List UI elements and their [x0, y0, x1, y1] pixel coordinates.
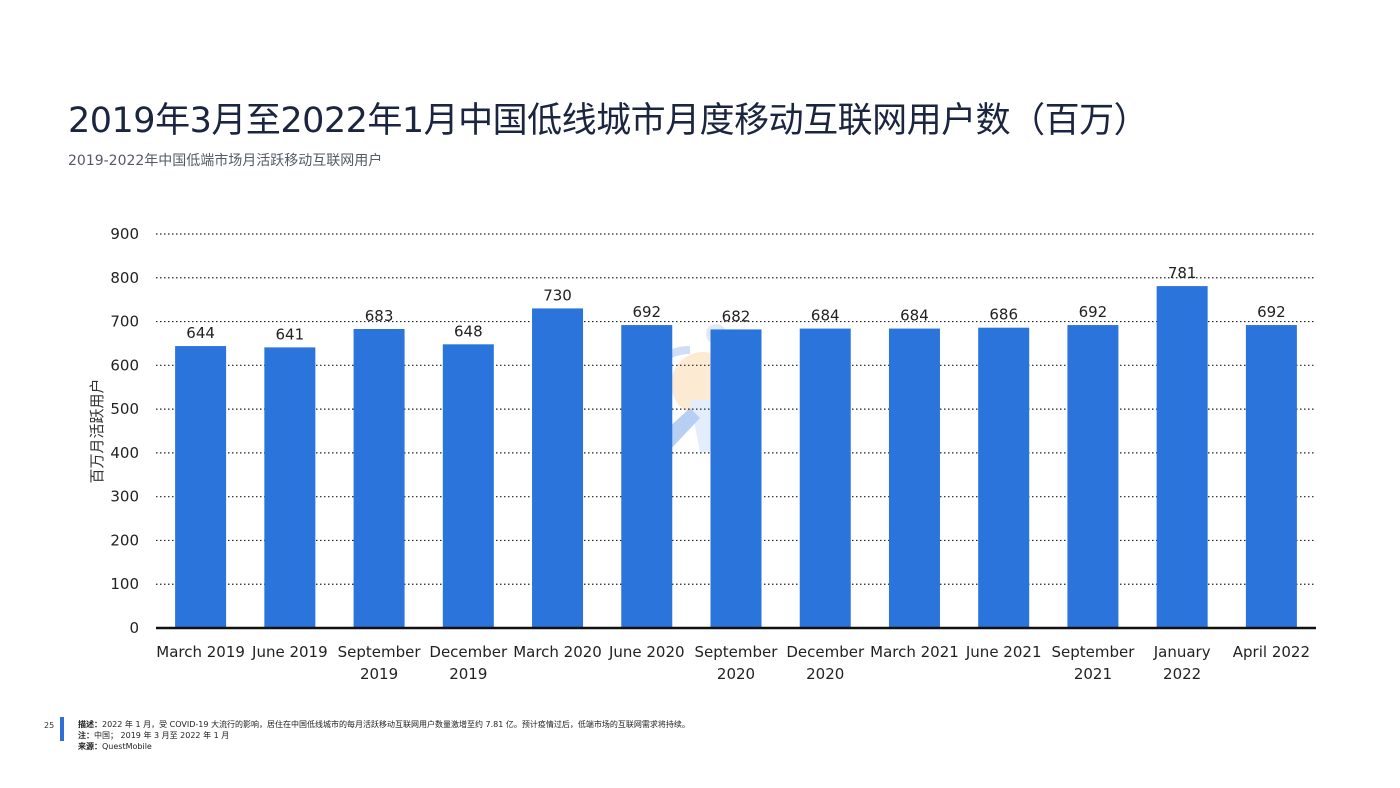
y-tick-label: 0: [129, 619, 139, 637]
bar: [1067, 325, 1119, 628]
bar: [264, 347, 316, 628]
x-tick-label: 2021: [1074, 665, 1112, 683]
x-tick-label: June 2021: [965, 643, 1042, 661]
x-tick-label: March 2019: [156, 643, 245, 661]
note-text: 中国； 2019 年 3 月至 2022 年 1 月: [94, 731, 230, 740]
x-tick-label: 2020: [806, 665, 844, 683]
y-tick-label: 800: [110, 269, 139, 287]
data-label: 684: [811, 307, 840, 325]
x-tick-label: December: [786, 643, 865, 661]
x-tick-label: June 2019: [251, 643, 328, 661]
y-tick-label: 900: [110, 225, 139, 243]
data-label: 641: [276, 325, 305, 343]
data-label: 686: [989, 306, 1018, 324]
data-label: 648: [454, 322, 483, 340]
y-tick-label: 300: [110, 488, 139, 506]
y-tick-label: 400: [110, 444, 139, 462]
x-tick-label: January: [1153, 643, 1211, 661]
source-label: 来源：: [78, 742, 102, 751]
data-label: 683: [365, 307, 394, 325]
footnotes: 描述：2022 年 1 月，受 COVID-19 大流行的影响，居住在中国低线城…: [78, 719, 690, 752]
bar: [353, 328, 405, 628]
x-tick-label: September: [338, 643, 422, 661]
description-label: 描述：: [78, 720, 102, 729]
x-tick-label: September: [695, 643, 779, 661]
x-tick-label: 2019: [449, 665, 487, 683]
footnote-source: 来源：QuestMobile: [78, 741, 690, 752]
footnote-description: 描述：2022 年 1 月，受 COVID-19 大流行的影响，居住在中国低线城…: [78, 719, 690, 730]
bar: [978, 327, 1030, 628]
page-number: 25: [44, 721, 55, 730]
x-tick-label: March 2020: [513, 643, 602, 661]
note-label: 注：: [78, 731, 94, 740]
page-title: 2019年3月至2022年1月中国低线城市月度移动互联网用户数（百万）: [68, 101, 1149, 141]
data-label: 692: [1257, 303, 1286, 321]
y-tick-label: 200: [110, 531, 139, 549]
y-axis-title: 百万月活跃用户: [88, 378, 106, 483]
data-label: 730: [543, 286, 572, 304]
data-label: 644: [186, 324, 215, 342]
data-label: 684: [900, 307, 929, 325]
y-tick-label: 700: [110, 313, 139, 331]
source-text: QuestMobile: [102, 742, 152, 751]
bar: [532, 308, 584, 628]
x-tick-label: June 2020: [608, 643, 685, 661]
data-label: 781: [1168, 264, 1197, 282]
bar: [175, 346, 227, 628]
data-label: 692: [1079, 303, 1108, 321]
x-tick-label: March 2021: [870, 643, 959, 661]
x-tick-label: April 2022: [1233, 643, 1310, 661]
description-text: 2022 年 1 月，受 COVID-19 大流行的影响，居住在中国低线城市的每…: [102, 720, 690, 729]
bar: [621, 325, 673, 628]
bar: [888, 328, 940, 628]
bar: [442, 344, 494, 628]
x-tick-label: 2019: [360, 665, 398, 683]
footnote-note: 注：中国； 2019 年 3 月至 2022 年 1 月: [78, 730, 690, 741]
x-tick-label: December: [429, 643, 508, 661]
data-label: 692: [632, 303, 661, 321]
data-label: 682: [722, 307, 751, 325]
bar: [799, 328, 851, 628]
bar: [710, 329, 762, 628]
y-tick-label: 600: [110, 356, 139, 374]
x-tick-label: 2020: [717, 665, 755, 683]
x-tick-label: September: [1051, 643, 1135, 661]
y-tick-label: 100: [110, 575, 139, 593]
y-tick-label: 500: [110, 400, 139, 418]
page-subtitle: 2019-2022年中国低端市场月活跃移动互联网用户: [68, 153, 383, 169]
bar: [1156, 286, 1208, 628]
footer-accent-bar: [60, 717, 64, 741]
x-tick-label: 2022: [1163, 665, 1201, 683]
bar: [1245, 325, 1297, 628]
